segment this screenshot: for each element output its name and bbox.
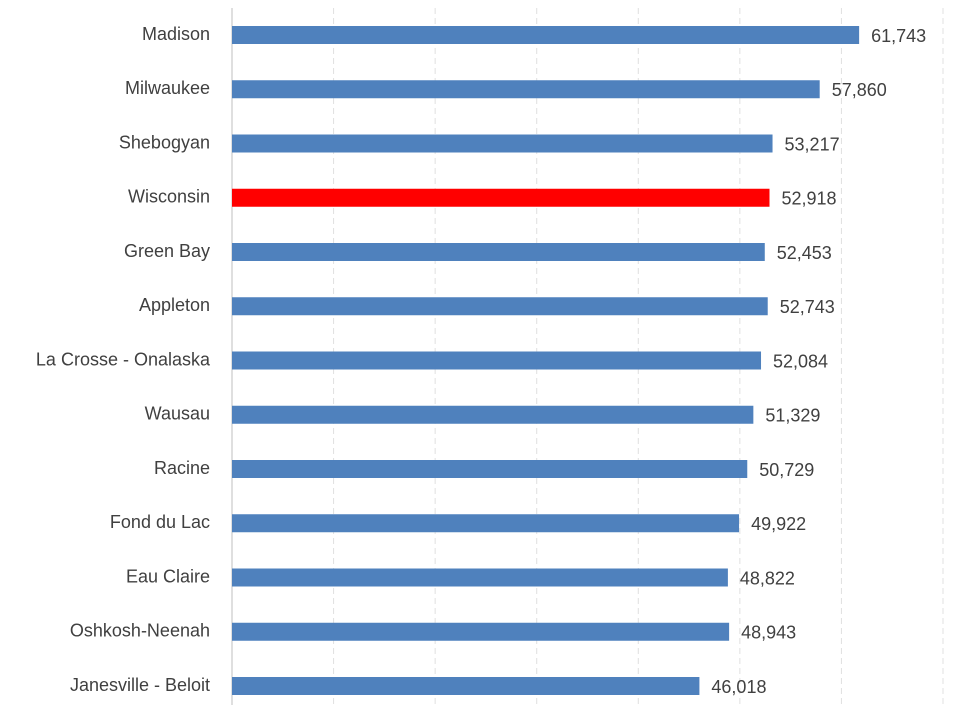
value-label: 49,922 [751, 514, 806, 534]
y-tick-label: Milwaukee [125, 78, 210, 98]
value-label: 52,918 [781, 189, 836, 209]
y-tick-label: Wausau [145, 404, 210, 424]
bar [232, 188, 770, 207]
value-label: 52,453 [777, 243, 832, 263]
value-label: 61,743 [871, 26, 926, 46]
y-tick-label: Eau Claire [126, 566, 210, 586]
bar [232, 568, 728, 587]
bar [232, 297, 768, 316]
bar [232, 677, 700, 695]
y-tick-label: Madison [142, 24, 210, 44]
bar [232, 80, 820, 99]
bar [232, 405, 754, 424]
value-label: 48,822 [740, 568, 795, 588]
bar [232, 134, 773, 153]
y-tick-label: Wisconsin [128, 187, 210, 207]
bar [232, 622, 730, 641]
y-tick-label: Shebogyan [119, 132, 210, 152]
y-tick-label: Fond du Lac [110, 512, 210, 532]
value-label: 53,217 [785, 134, 840, 154]
value-label: 51,329 [765, 406, 820, 426]
value-label: 52,084 [773, 351, 828, 371]
value-label: 52,743 [780, 297, 835, 317]
y-tick-label: La Crosse - Onalaska [36, 349, 211, 369]
bar [232, 26, 860, 44]
bar [232, 460, 748, 478]
y-tick-label: Appleton [139, 295, 210, 315]
y-tick-label: Green Bay [124, 241, 210, 261]
y-tick-label: Janesville - Beloit [70, 675, 210, 695]
bar [232, 514, 740, 533]
bar [232, 243, 765, 261]
y-tick-label: Oshkosh-Neenah [70, 621, 210, 641]
value-label: 46,018 [711, 677, 766, 697]
value-label: 48,943 [741, 623, 796, 643]
y-tick-label: Racine [154, 458, 210, 478]
value-label: 50,729 [759, 460, 814, 480]
value-label: 57,860 [832, 80, 887, 100]
bar [232, 351, 762, 370]
